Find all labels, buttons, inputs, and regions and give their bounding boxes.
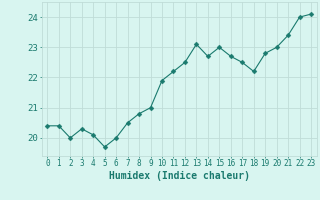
X-axis label: Humidex (Indice chaleur): Humidex (Indice chaleur): [109, 171, 250, 181]
